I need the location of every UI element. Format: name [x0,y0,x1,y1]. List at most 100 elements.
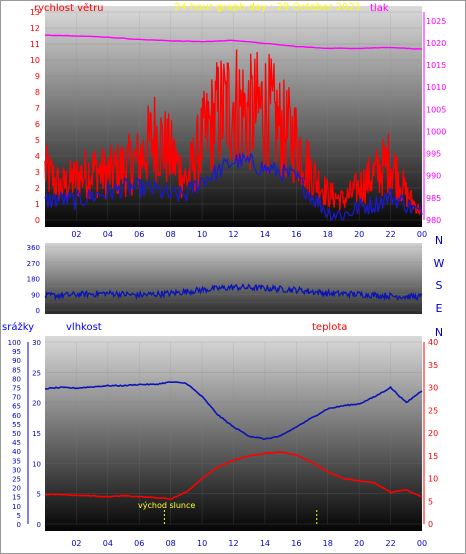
wind-x-tick-label: 00 [417,230,427,239]
pressure-y-tick-label: 1000 [426,127,446,136]
rain-y-tick-label: 25 [12,476,21,484]
rain-y-tick-label: 70 [12,394,21,402]
wind-x-tick-label: 22 [385,230,395,239]
wind-y-tick-label: 6 [35,120,40,129]
rain-y-tick-label: 90 [12,357,21,365]
wind-x-tick-label: 08 [166,230,176,239]
temperature-y-tick-label: 35 [428,361,438,370]
temp-x-tick-label: 10 [197,539,207,548]
temp-x-tick-label: 16 [291,539,301,548]
rain-y-tick-label: 10 [12,503,21,511]
wind-y-tick-label: 2 [35,184,40,193]
wind-x-tick-label: 02 [71,230,81,239]
temperature-y-tick-label: 10 [428,475,438,484]
rain-y-tick-label: 55 [12,421,21,429]
wind-x-tick-label: 14 [260,230,270,239]
rain-y-tick-label: 65 [12,403,21,411]
humidity-y-tick-label: 20 [32,400,41,408]
humidity-y-tick-label: 25 [32,369,41,377]
pressure-y-tick-label: 990 [426,172,441,181]
wind-y-tick-label: 1 [35,200,40,209]
wind-y-tick-label: 5 [35,136,40,145]
wind-x-tick-label: 16 [291,230,301,239]
humidity-series [44,381,423,441]
humidity-y-tick-label: 30 [32,339,41,347]
wind-x-tick-label: 10 [197,230,207,239]
sunrise-label: východ slunce [138,501,195,510]
pressure-y-tick-label: 985 [426,194,441,203]
temp-x-tick-label: 18 [323,539,333,548]
rain-y-tick-label: 20 [12,485,21,493]
humidity-y-tick-label: 10 [32,460,41,468]
pressure-label: tlak [370,3,389,14]
pressure-series [44,34,423,50]
wind-y-tick-label: 7 [35,104,40,113]
temp-x-tick-label: 06 [134,539,144,548]
pressure-y-tick-label: 1015 [426,61,446,70]
wind-y-tick-label: 12 [30,24,40,33]
chart-title: 24 hour graph day : 29 October 2021 [174,2,361,13]
rain-y-tick-label: 45 [12,439,21,447]
pressure-y-tick-label: 980 [426,216,441,225]
direction-y-tick-label: 360 [27,244,40,252]
direction-y-tick-label: 270 [27,260,40,268]
temperature-y-tick-label: 30 [428,384,438,393]
rain-label: srážky [2,321,34,333]
rain-y-tick-label: 60 [12,412,21,420]
humidity-y-tick-label: 15 [32,430,41,438]
temperature-y-tick-label: 20 [428,429,438,438]
wind-y-tick-label: 9 [35,72,40,81]
compass-label: N [435,326,443,339]
temperature-y-tick-label: 5 [428,497,433,506]
wind-x-tick-label: 12 [228,230,238,239]
pressure-y-tick-label: 1010 [426,83,446,92]
wind-y-tick-label: 8 [35,88,40,97]
rain-y-tick-label: 40 [12,448,21,456]
compass-label: E [436,302,443,315]
humidity-y-tick-label: 5 [37,491,41,499]
wind-y-tick-label: 10 [30,56,40,65]
wind-y-tick-label: 11 [30,40,40,49]
rain-y-tick-label: 5 [17,512,21,520]
temp-x-tick-label: 14 [260,539,270,548]
pressure-y-tick-label: 1020 [426,39,446,48]
temp-x-tick-label: 04 [103,539,113,548]
wind-x-tick-label: 06 [134,230,144,239]
temperature-label: teplota [312,322,347,333]
pressure-y-tick-label: 1005 [426,105,446,114]
pressure-y-tick-label: 1025 [426,17,446,26]
wind-direction-series [44,283,423,301]
direction-y-tick-label: 180 [27,276,40,284]
compass-label: S [436,279,443,292]
rain-y-tick-label: 80 [12,375,21,383]
rain-y-tick-label: 50 [12,430,21,438]
temperature-y-tick-label: 15 [428,452,438,461]
pressure-y-tick-label: 995 [426,150,441,159]
rain-y-tick-label: 30 [12,466,21,474]
rain-y-tick-label: 85 [12,366,21,374]
wind-x-tick-label: 18 [323,230,333,239]
temp-x-tick-label: 22 [385,539,395,548]
rain-y-tick-label: 0 [17,521,21,529]
wind-y-tick-label: 0 [35,216,40,225]
temperature-series [44,450,423,500]
wind-speed-label: rychlost větru [34,2,104,14]
temperature-humidity-panel [45,336,422,531]
humidity-label: vlhkost [66,322,102,333]
direction-y-tick-label: 90 [31,291,40,299]
temp-x-tick-label: 20 [354,539,364,548]
wind-average-series [44,152,423,222]
rain-y-tick-label: 35 [12,457,21,465]
wind-y-tick-label: 13 [30,8,40,17]
temperature-y-tick-label: 25 [428,406,438,415]
temperature-y-tick-label: 0 [428,520,433,529]
compass-label: N [435,234,443,247]
wind-x-tick-label: 20 [354,230,364,239]
temp-x-tick-label: 12 [228,539,238,548]
wind-x-tick-label: 04 [103,230,113,239]
temp-x-tick-label: 08 [166,539,176,548]
humidity-y-tick-label: 0 [37,521,41,529]
rain-y-tick-label: 95 [12,348,21,356]
